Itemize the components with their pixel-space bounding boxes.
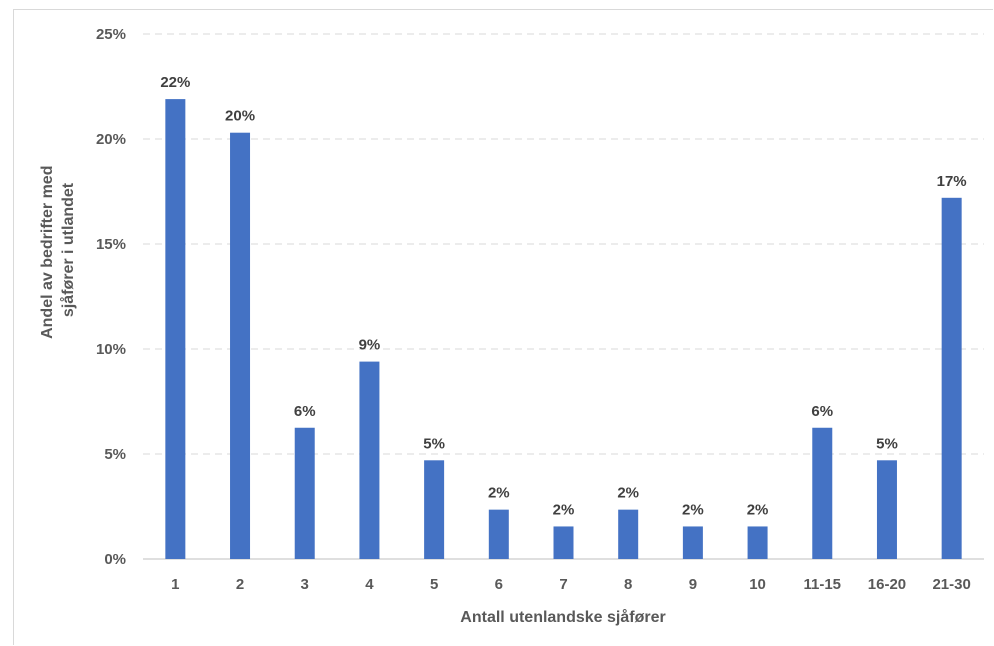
bar	[424, 460, 445, 559]
bars	[165, 99, 962, 560]
x-tick-label: 7	[559, 576, 567, 593]
data-label: 9%	[359, 337, 381, 354]
data-labels: 22% 20% 6% 9% 5% 2% 2% 2% 2% 2% 6% 5% 17%	[160, 74, 966, 518]
bar	[294, 427, 315, 559]
bar	[165, 99, 186, 559]
x-tick-label: 2	[236, 576, 244, 593]
bar	[359, 361, 380, 559]
y-tick-label: 15%	[96, 236, 126, 253]
y-axis-label-line-2: sjåfører i utlandet	[59, 182, 77, 317]
bar	[488, 509, 509, 559]
x-axis-label: Antall utenlandske sjåfører	[460, 608, 665, 626]
y-tick-label: 5%	[104, 446, 126, 463]
data-label: 2%	[747, 501, 769, 518]
x-tick-label: 6	[495, 576, 503, 593]
x-tick-label: 11-15	[803, 576, 841, 593]
x-tick-labels: 1 2 3 4 5 6 7 8 9 10 11-15 16-20 21-30	[171, 576, 971, 593]
x-tick-label: 9	[689, 576, 697, 593]
data-label: 22%	[160, 74, 190, 91]
y-axis-label: Andel av bedrifter med sjåfører i utland…	[39, 161, 77, 339]
gridlines	[143, 33, 984, 560]
y-tick-label: 10%	[96, 341, 126, 358]
y-tick-labels: 0% 5% 10% 15% 20% 25%	[96, 26, 126, 568]
y-tick-label: 0%	[104, 551, 126, 568]
bar	[941, 197, 962, 560]
data-label: 2%	[682, 501, 704, 518]
data-label: 5%	[876, 435, 898, 452]
y-tick-label: 25%	[96, 26, 126, 43]
bar	[618, 509, 639, 559]
x-tick-label: 16-20	[868, 576, 906, 593]
y-axis-label-line-1: Andel av bedrifter med	[39, 166, 56, 339]
x-tick-label: 10	[749, 576, 766, 593]
bar	[682, 526, 703, 559]
bar	[553, 526, 574, 559]
bar	[230, 132, 251, 559]
x-tick-label: 1	[171, 576, 179, 593]
bar	[812, 427, 833, 559]
x-tick-label: 21-30	[932, 576, 970, 593]
bar	[876, 460, 897, 559]
x-tick-label: 5	[430, 576, 438, 593]
data-label: 2%	[617, 485, 639, 502]
bar	[747, 526, 768, 559]
data-label: 5%	[423, 435, 445, 452]
data-label: 2%	[553, 501, 575, 518]
data-label: 20%	[225, 108, 255, 125]
data-label: 17%	[937, 173, 967, 190]
data-label: 6%	[811, 403, 833, 420]
x-tick-label: 3	[301, 576, 309, 593]
x-tick-label: 4	[365, 576, 374, 593]
data-label: 6%	[294, 403, 316, 420]
data-label: 2%	[488, 485, 510, 502]
chart-frame	[13, 9, 993, 645]
x-tick-label: 8	[624, 576, 632, 593]
y-tick-label: 20%	[96, 131, 126, 148]
